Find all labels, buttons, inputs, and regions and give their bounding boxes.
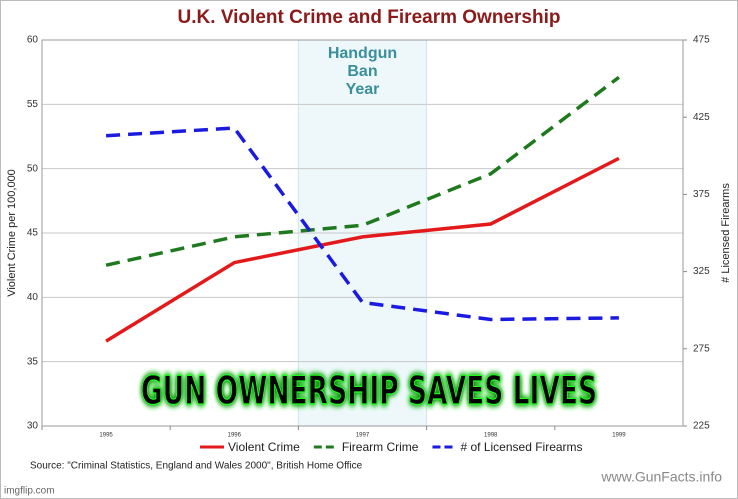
x-tick-label: 1997	[356, 433, 370, 439]
y2-tick-label: 475	[693, 35, 710, 46]
y2-tick-label: 325	[693, 266, 710, 277]
plot-area	[41, 39, 684, 427]
y-tick-label: 55	[27, 99, 39, 110]
chart-title: U.K. Violent Crime and Firearm Ownership	[178, 7, 561, 28]
credit: www.GunFacts.info	[600, 469, 722, 485]
source-note: Source: "Criminal Statistics, England an…	[30, 461, 363, 472]
y2-tick-label: 425	[693, 112, 710, 123]
y-tick-label: 45	[27, 228, 39, 239]
watermark: imgflip.com	[4, 486, 55, 497]
y2-tick-label: 275	[693, 343, 710, 354]
x-tick-label: 1995	[99, 433, 113, 439]
series-line	[105, 156, 620, 343]
y2-tick-label: 225	[693, 421, 710, 432]
y-tick-label: 60	[27, 35, 39, 46]
y-tick-label: 40	[27, 292, 39, 303]
y2-tick-label: 375	[693, 189, 710, 200]
annotation: Handgun	[328, 45, 397, 62]
series-line	[105, 75, 620, 267]
legend-label: # of Licensed Firearms	[460, 440, 582, 454]
x-tick-label: 1999	[612, 433, 626, 439]
y-tick-label: 35	[27, 356, 39, 367]
legend-label: Firearm Crime	[342, 440, 419, 454]
banner: GUN OWNERSHIP SAVES LIVES	[141, 368, 597, 414]
annotation: Ban	[347, 63, 377, 80]
legend-label: Violent Crime	[228, 440, 300, 454]
x-tick-label: 1996	[228, 433, 242, 439]
y-axis-label: Violent Crime per 100,000	[6, 169, 18, 297]
y2-axis-label: # Licensed Firearms	[720, 183, 732, 283]
y-tick-label: 30	[27, 421, 39, 432]
y-tick-label: 50	[27, 163, 39, 174]
annotation: Year	[346, 81, 380, 98]
x-tick-label: 1998	[484, 433, 498, 439]
series-line	[105, 126, 619, 322]
